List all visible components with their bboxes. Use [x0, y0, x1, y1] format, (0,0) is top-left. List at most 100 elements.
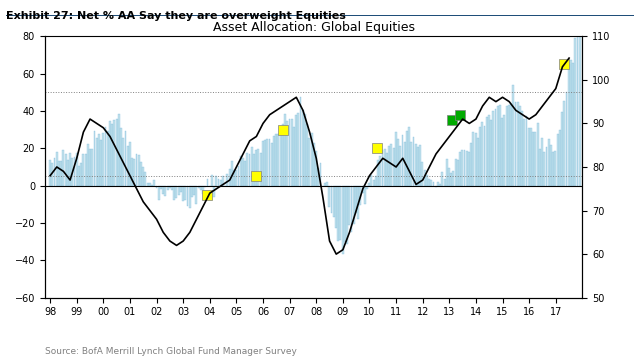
Bar	[550, 145, 552, 185]
Bar	[310, 133, 312, 185]
Bar	[506, 106, 508, 185]
Bar	[178, 185, 180, 195]
Bar	[164, 185, 166, 196]
Bar	[346, 185, 348, 244]
Bar	[497, 106, 499, 185]
Bar	[479, 127, 481, 185]
Bar	[104, 127, 106, 185]
Bar	[435, 185, 436, 187]
Bar	[574, 38, 576, 185]
Bar	[539, 150, 541, 185]
Bar	[291, 119, 292, 185]
Bar	[193, 185, 195, 195]
Bar	[530, 128, 532, 185]
Bar	[532, 132, 534, 185]
Bar	[98, 134, 100, 185]
Bar	[355, 185, 357, 212]
Bar	[508, 105, 510, 185]
Bar	[222, 176, 224, 185]
Bar	[306, 124, 308, 185]
Bar	[308, 138, 310, 185]
Bar	[386, 153, 388, 185]
Bar	[319, 163, 321, 185]
Bar	[282, 124, 284, 185]
Bar	[331, 185, 333, 213]
Bar	[461, 150, 463, 185]
Bar	[173, 185, 175, 200]
Bar	[111, 124, 113, 185]
Bar	[63, 150, 65, 185]
Bar	[169, 185, 171, 188]
Bar	[397, 139, 399, 185]
Bar	[74, 157, 76, 185]
Bar	[147, 183, 148, 185]
Bar	[69, 153, 71, 185]
Bar	[269, 139, 271, 185]
Bar	[84, 154, 86, 185]
Bar	[377, 160, 379, 185]
Bar	[273, 136, 275, 185]
Bar	[166, 185, 168, 190]
Bar	[187, 185, 188, 207]
Bar	[339, 185, 341, 240]
Bar	[237, 166, 239, 185]
Bar	[468, 152, 470, 185]
Bar	[472, 132, 474, 185]
Bar	[513, 85, 514, 185]
Bar	[384, 149, 386, 185]
Bar	[437, 182, 439, 185]
Bar	[228, 169, 230, 185]
Bar	[76, 152, 77, 185]
Bar	[486, 118, 488, 185]
Bar	[83, 154, 84, 185]
Bar	[182, 185, 184, 201]
Bar	[65, 154, 67, 185]
Bar	[410, 142, 412, 185]
Bar	[116, 119, 118, 185]
Bar	[568, 64, 570, 185]
Bar	[554, 151, 556, 185]
Bar	[158, 185, 159, 200]
Bar	[262, 141, 264, 185]
Bar	[483, 126, 485, 185]
Bar	[289, 119, 291, 185]
Bar	[113, 120, 115, 185]
Bar	[120, 128, 122, 185]
Bar	[195, 185, 197, 204]
Bar	[360, 185, 362, 205]
Bar	[444, 179, 445, 185]
Bar	[246, 153, 248, 185]
Bar	[118, 114, 120, 185]
Bar	[60, 161, 62, 185]
Bar	[381, 150, 383, 185]
Bar	[304, 114, 306, 185]
Bar	[233, 170, 235, 185]
Bar	[439, 184, 441, 185]
Bar	[107, 131, 109, 185]
Bar	[452, 171, 454, 185]
Bar	[401, 135, 403, 185]
Bar	[552, 152, 554, 185]
Bar	[515, 102, 516, 185]
Bar	[561, 112, 563, 185]
Bar	[364, 185, 365, 204]
Bar	[260, 153, 262, 185]
Bar	[122, 138, 124, 185]
Bar	[366, 185, 368, 189]
Bar	[442, 172, 444, 185]
Bar	[430, 180, 432, 185]
Bar	[133, 159, 135, 185]
Bar	[136, 154, 138, 185]
Bar	[413, 137, 415, 185]
Bar	[375, 176, 377, 185]
Bar	[175, 185, 177, 198]
Bar	[525, 116, 527, 185]
Text: Exhibit 27: Net % AA Say they are overweight Equities: Exhibit 27: Net % AA Say they are overwe…	[6, 11, 346, 21]
Bar	[89, 149, 91, 185]
Bar	[335, 185, 337, 228]
Bar	[87, 144, 89, 185]
Bar	[191, 185, 193, 197]
Bar	[255, 150, 257, 185]
Bar	[406, 131, 408, 185]
Bar	[266, 139, 268, 185]
